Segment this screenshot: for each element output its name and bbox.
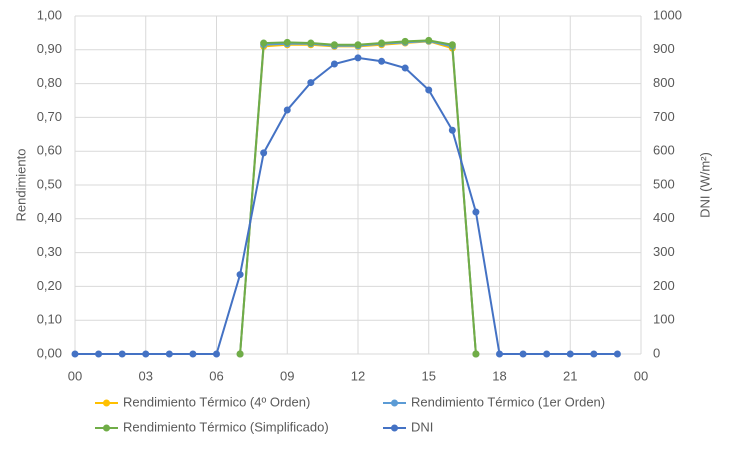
legend-marker xyxy=(103,424,110,432)
point xyxy=(472,350,480,358)
x-tick-label: 21 xyxy=(563,368,577,383)
y2-tick-label: 800 xyxy=(653,75,675,90)
point xyxy=(142,350,150,358)
point xyxy=(307,79,315,87)
point xyxy=(448,126,456,134)
y2-tick-label: 200 xyxy=(653,278,675,293)
point xyxy=(330,60,338,68)
point xyxy=(260,149,268,157)
point xyxy=(283,106,291,114)
x-tick-label: 12 xyxy=(351,368,365,383)
point xyxy=(425,86,433,94)
point xyxy=(401,64,409,72)
point xyxy=(165,350,173,358)
y2-tick-label: 400 xyxy=(653,210,675,225)
point xyxy=(213,350,220,358)
point xyxy=(378,39,386,47)
x-tick-label: 00 xyxy=(68,368,82,383)
point xyxy=(307,39,315,47)
point xyxy=(378,57,386,65)
y2-tick-label: 1000 xyxy=(653,7,682,22)
x-tick-label: 00 xyxy=(634,368,648,383)
point xyxy=(236,350,244,358)
point xyxy=(118,350,126,358)
x-tick-label: 18 xyxy=(492,368,506,383)
y-tick-label: 0,70 xyxy=(37,109,62,124)
y2-tick-label: 100 xyxy=(653,312,675,327)
point xyxy=(425,36,433,44)
point xyxy=(590,350,598,358)
point xyxy=(260,39,268,47)
y-axis-title: Rendimiento xyxy=(13,149,28,222)
point xyxy=(613,350,621,358)
legend-label: Rendimiento Térmico (1er Orden) xyxy=(411,394,605,409)
y2-axis-title: DNI (W/m²) xyxy=(697,152,712,218)
point xyxy=(448,41,456,49)
x-tick-label: 06 xyxy=(209,368,223,383)
y-tick-label: 0,00 xyxy=(37,345,62,360)
y-tick-label: 0,40 xyxy=(37,210,62,225)
point xyxy=(354,54,362,62)
point xyxy=(354,41,362,49)
series-line xyxy=(75,56,618,355)
point xyxy=(236,271,244,279)
legend-label: Rendimiento Térmico (Simplificado) xyxy=(123,419,329,434)
legend-label: DNI xyxy=(411,419,433,434)
point xyxy=(71,350,79,358)
y2-tick-label: 300 xyxy=(653,244,675,259)
y2-tick-label: 500 xyxy=(653,176,675,191)
legend-label: Rendimiento Térmico (4º Orden) xyxy=(123,394,310,409)
y-tick-label: 0,80 xyxy=(37,75,62,90)
y2-tick-label: 0 xyxy=(653,345,660,360)
point xyxy=(543,350,551,358)
y-tick-label: 0,50 xyxy=(37,176,62,191)
y-tick-label: 0,60 xyxy=(37,143,62,158)
y2-tick-label: 700 xyxy=(653,109,675,124)
x-tick-label: 03 xyxy=(139,368,153,383)
x-tick-label: 09 xyxy=(280,368,294,383)
y2-tick-label: 900 xyxy=(653,41,675,56)
point xyxy=(283,38,291,46)
point xyxy=(496,350,503,358)
y-tick-label: 0,20 xyxy=(37,278,62,293)
legend-marker xyxy=(103,399,110,407)
point xyxy=(95,350,103,358)
point xyxy=(519,350,527,358)
x-tick-label: 15 xyxy=(422,368,436,383)
y-tick-label: 0,90 xyxy=(37,41,62,56)
legend-marker xyxy=(391,399,398,407)
point xyxy=(401,37,409,45)
point xyxy=(330,41,338,49)
point xyxy=(189,350,197,358)
y2-tick-label: 600 xyxy=(653,143,675,158)
point xyxy=(472,208,480,216)
y-tick-label: 0,30 xyxy=(37,244,62,259)
y-tick-label: 0,10 xyxy=(37,312,62,327)
point xyxy=(566,350,574,358)
y-tick-label: 1,00 xyxy=(37,7,62,22)
legend-marker xyxy=(391,424,398,432)
